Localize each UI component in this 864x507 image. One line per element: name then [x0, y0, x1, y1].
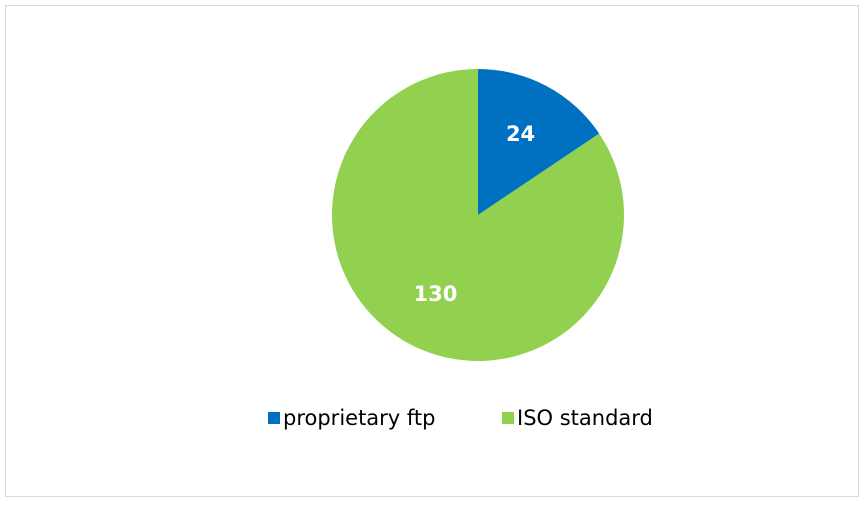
pie-slice	[331, 69, 624, 361]
data-label: 130	[414, 282, 458, 306]
legend-swatch	[502, 412, 514, 424]
data-label: 24	[506, 122, 535, 146]
pie-slice	[478, 69, 600, 215]
legend-swatch	[268, 412, 280, 424]
legend-label: ISO standard	[517, 406, 653, 430]
legend-label: proprietary ftp	[283, 406, 436, 430]
